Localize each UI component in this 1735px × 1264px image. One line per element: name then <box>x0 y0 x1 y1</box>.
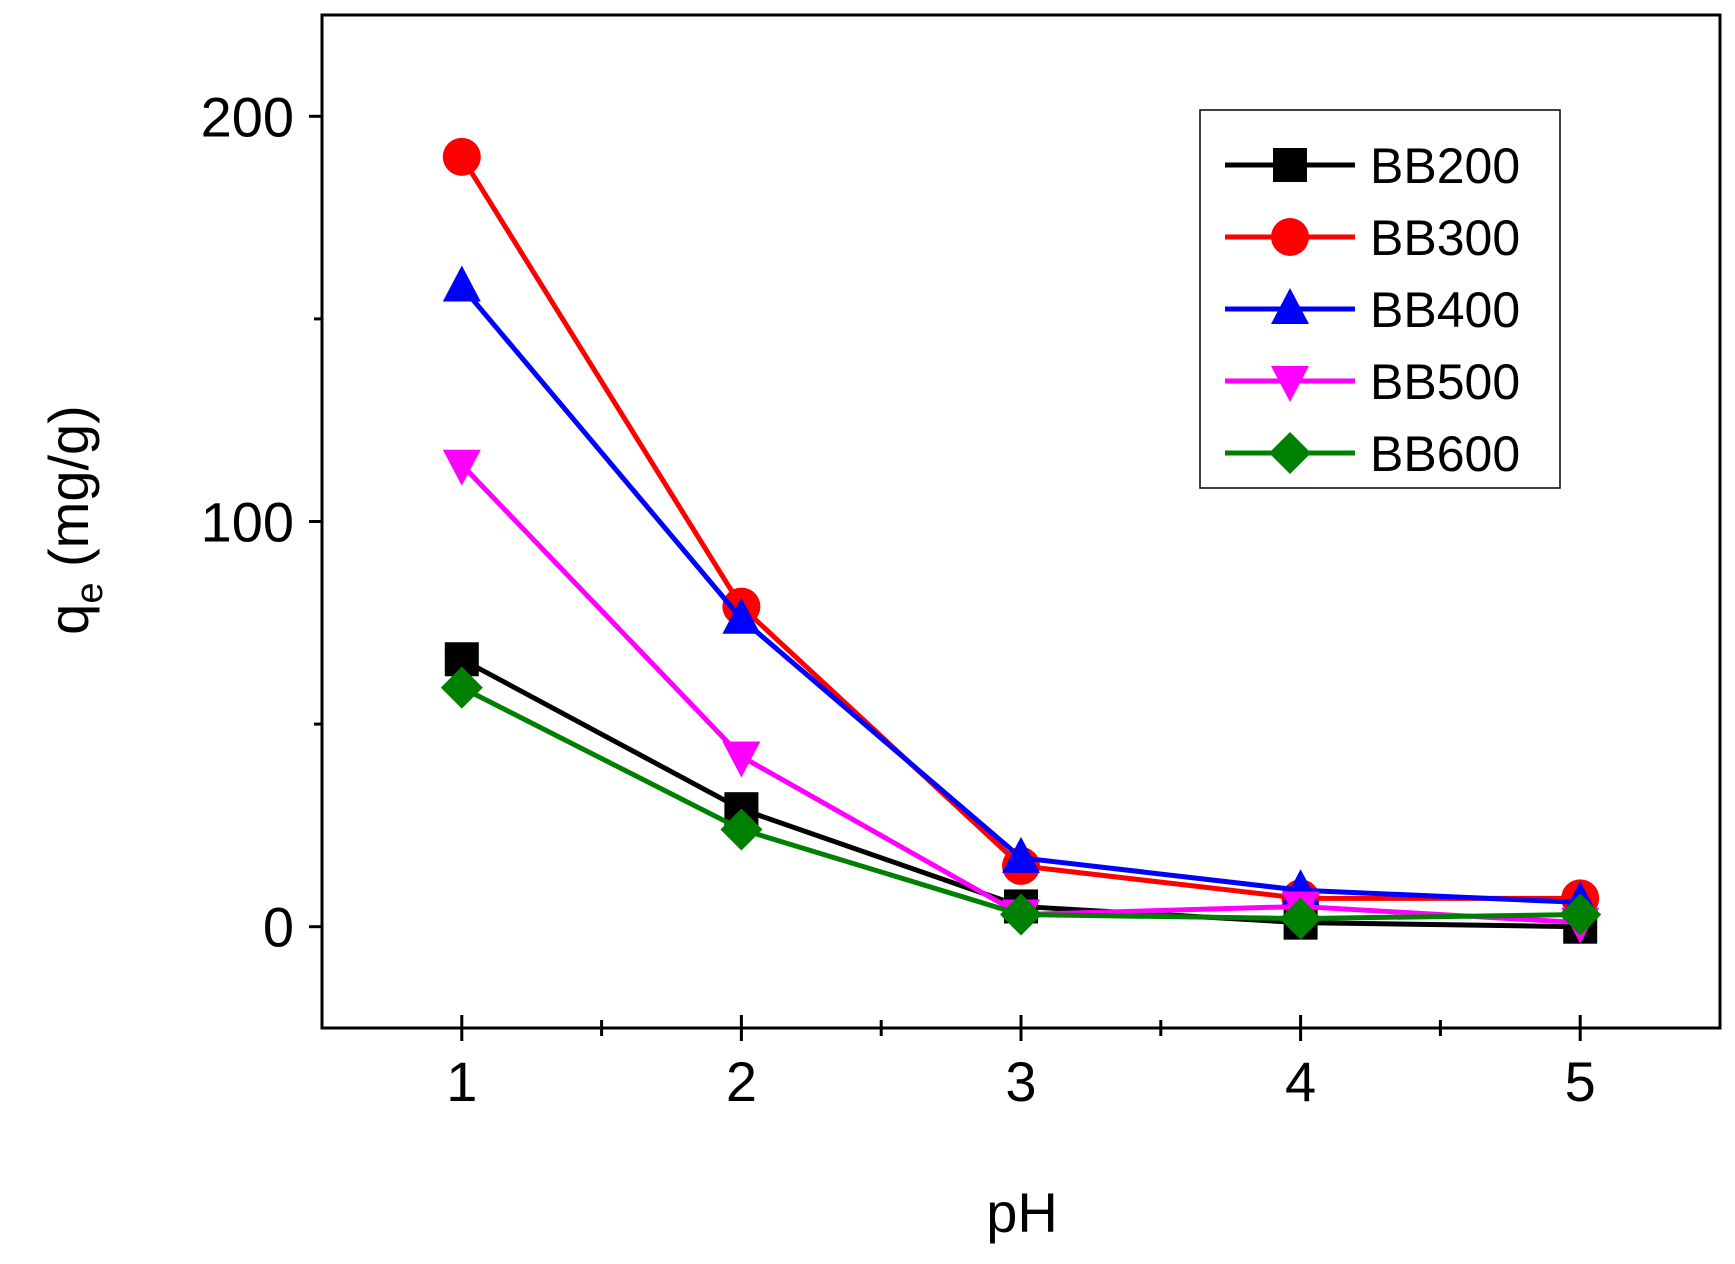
data-point <box>722 741 761 778</box>
legend-marker <box>1271 366 1309 402</box>
y-tick-label: 200 <box>201 85 294 148</box>
data-point <box>1559 893 1602 936</box>
data-point <box>1279 897 1322 940</box>
data-point <box>442 137 481 176</box>
data-point <box>720 808 763 851</box>
legend-label: BB300 <box>1370 210 1520 266</box>
y-axis-title-symbol: q <box>37 604 100 635</box>
legend-item-BB400: BB400 <box>1225 282 1520 338</box>
series-line <box>460 657 1581 930</box>
legend: BB200 BB300 BB400 BB500 BB600 <box>1199 109 1561 489</box>
legend-label: BB600 <box>1370 426 1520 482</box>
legend-marker <box>1269 432 1311 474</box>
legend-box <box>1199 109 1561 489</box>
data-point <box>1000 893 1042 936</box>
x-axis-title: pH <box>986 1181 1058 1244</box>
y-axis-title-gap <box>37 567 100 583</box>
y-axis-title: qe (mg/g) <box>37 405 111 635</box>
legend-marker <box>1271 288 1309 324</box>
x-tick-label: 4 <box>1285 1050 1316 1113</box>
legend-marker <box>1271 218 1309 256</box>
y-axis: 0 100 200 <box>201 85 322 959</box>
data-point <box>442 449 481 486</box>
legend-label: BB400 <box>1370 282 1520 338</box>
legend-label: BB200 <box>1370 138 1520 194</box>
legend-item-BB200: BB200 <box>1225 138 1520 194</box>
data-point <box>722 597 761 634</box>
series-layer <box>440 137 1602 944</box>
legend-item-BB600: BB600 <box>1225 426 1520 482</box>
data-point <box>1002 836 1040 873</box>
y-tick-label: 100 <box>201 491 294 554</box>
data-point <box>440 666 483 709</box>
legend-label: BB500 <box>1370 354 1520 410</box>
legend-item-BB500: BB500 <box>1225 354 1520 410</box>
x-tick-label: 1 <box>446 1050 477 1113</box>
data-point <box>442 265 481 302</box>
series-BB600 <box>440 666 1602 940</box>
legend-item-BB300: BB300 <box>1225 210 1520 266</box>
y-axis-title-unit: (mg/g) <box>37 405 100 567</box>
legend-marker <box>1273 148 1307 182</box>
x-tick-label: 3 <box>1005 1050 1036 1113</box>
y-axis-title-subscript: e <box>69 583 111 604</box>
x-tick-label: 5 <box>1565 1050 1596 1113</box>
x-axis: 1 2 3 4 5 <box>446 1015 1596 1113</box>
x-tick-label: 2 <box>726 1050 757 1113</box>
y-tick-label: 0 <box>263 896 294 959</box>
